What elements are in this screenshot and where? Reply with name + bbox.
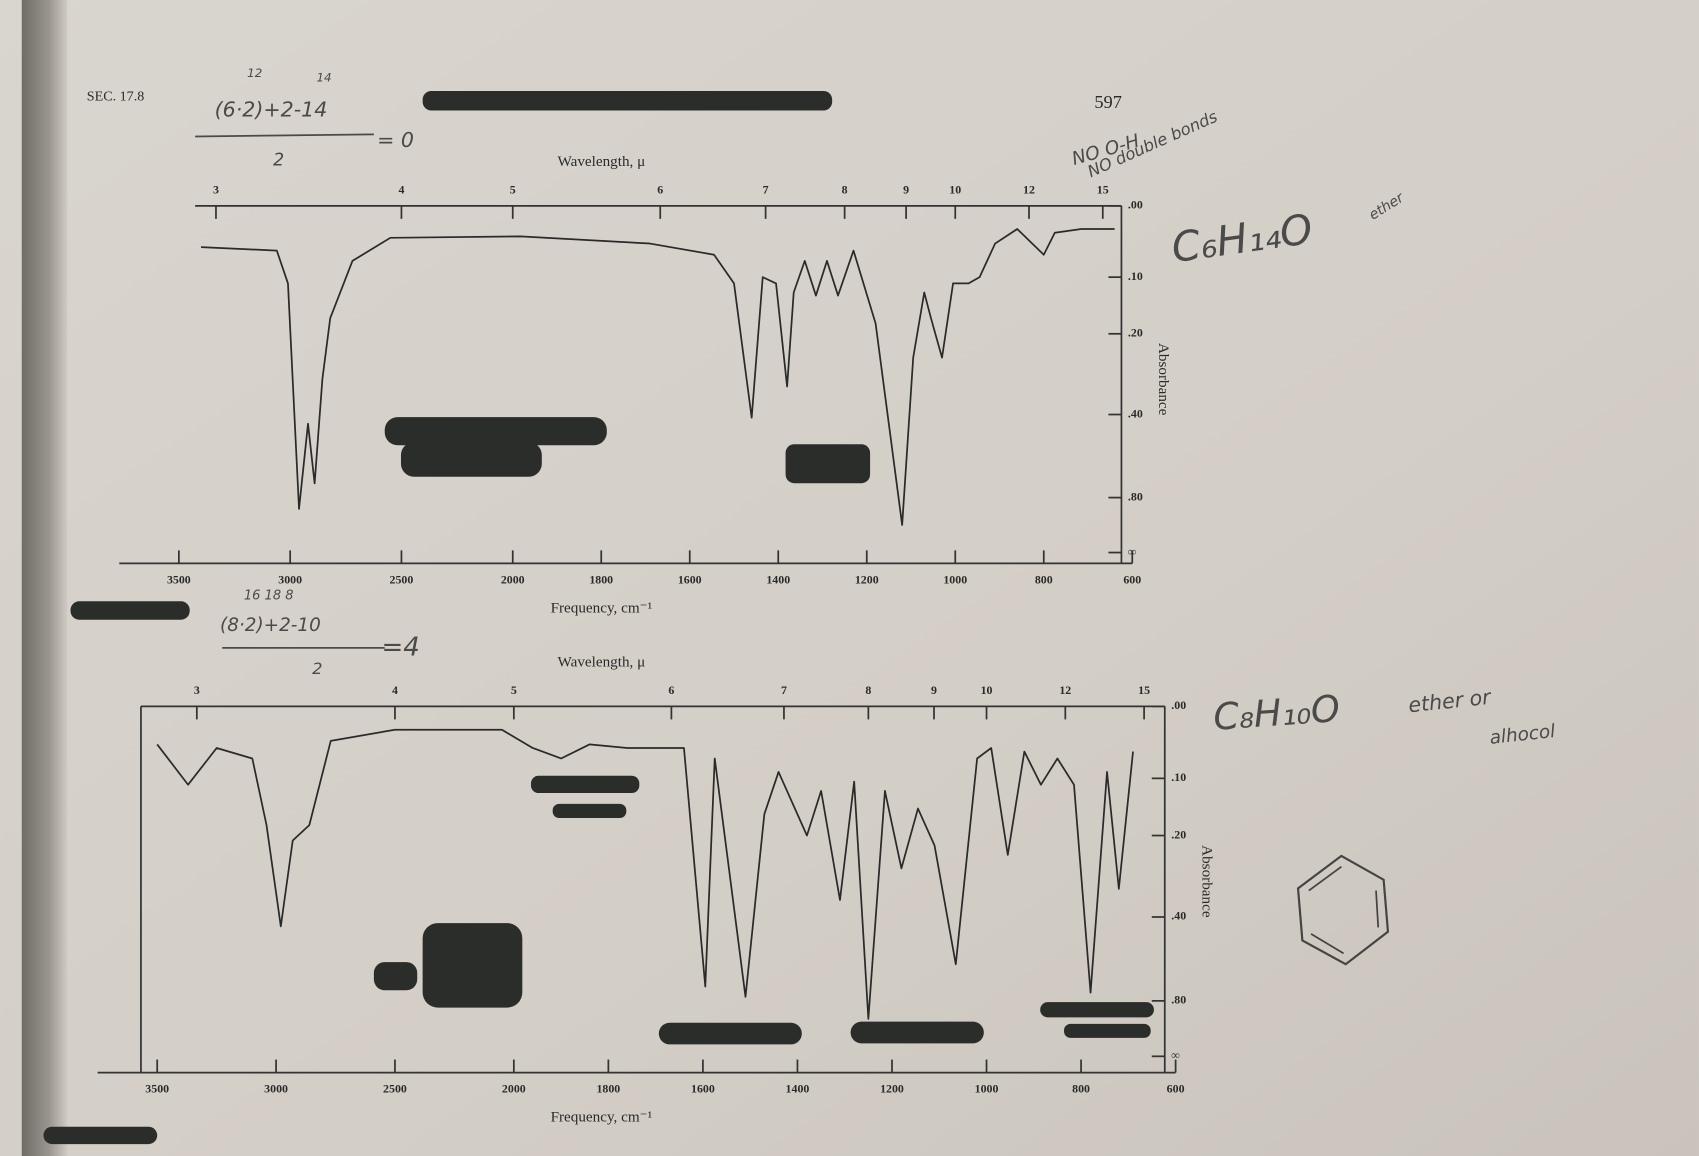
note: 2 xyxy=(312,659,322,678)
x2-tick-label: 9 xyxy=(903,182,909,196)
redactions xyxy=(43,91,1154,1145)
x-tick-label: 1400 xyxy=(766,572,790,586)
spectrum-trace xyxy=(156,728,1134,1020)
x2-tick-label: 10 xyxy=(981,683,993,697)
x2-tick-label: 15 xyxy=(1138,683,1150,697)
x2-tick-label: 6 xyxy=(668,683,674,697)
note: 2 xyxy=(273,150,284,170)
y-axis-label: Absorbance xyxy=(1155,343,1172,416)
benzene-bond xyxy=(1308,866,1342,892)
x-tick-label: 1000 xyxy=(943,572,967,586)
x-tick-label: 2500 xyxy=(383,1082,407,1096)
x-tick-label: 1400 xyxy=(786,1082,810,1096)
x-tick-label: 3500 xyxy=(167,572,191,586)
y-tick-label: .40 xyxy=(1128,406,1143,420)
x-tick-label: 1200 xyxy=(880,1082,904,1096)
notes: 12 14 (6·2)+2-14 2 = 0 NO O-H NO double … xyxy=(195,66,1557,966)
note: (8·2)+2-10 xyxy=(220,615,321,636)
x-axis-label: Frequency, cm⁻¹ xyxy=(551,1109,653,1126)
x-tick-label: 3500 xyxy=(145,1082,169,1096)
benzene-ring xyxy=(1296,854,1390,966)
note: C₈H₁₀O xyxy=(1212,687,1341,739)
x2-tick-label: 4 xyxy=(392,683,398,697)
x2-tick-label: 4 xyxy=(398,182,404,196)
x-tick-label: 600 xyxy=(1167,1082,1185,1096)
x2-tick-label: 5 xyxy=(511,683,517,697)
y-tick-label: .80 xyxy=(1128,489,1143,503)
x-tick-label: 1600 xyxy=(678,572,702,586)
y-axis-label: Absorbance xyxy=(1198,845,1215,918)
x-tick-label: 1800 xyxy=(596,1082,620,1096)
y-tick-label: .10 xyxy=(1171,770,1186,784)
x-tick-label: 800 xyxy=(1072,1082,1090,1096)
x2-axis-label: Wavelength, μ xyxy=(558,654,646,671)
note: (6·2)+2-14 xyxy=(215,98,328,122)
benzene-bond xyxy=(1310,933,1344,955)
note: 12 xyxy=(247,66,262,80)
section-label: SEC. 17.8 xyxy=(87,89,144,105)
benzene-bond xyxy=(1375,890,1380,928)
x2-axis-label: Wavelength, μ xyxy=(558,153,646,170)
x-tick-label: 1600 xyxy=(691,1082,715,1096)
x-tick-label: 3000 xyxy=(264,1082,288,1096)
note: = 0 xyxy=(377,128,414,152)
x2-tick-label: 8 xyxy=(865,683,871,697)
y-tick-label: .80 xyxy=(1171,993,1186,1007)
x2-tick-label: 3 xyxy=(213,182,219,196)
x2-tick-label: 7 xyxy=(781,683,787,697)
note: =4 xyxy=(381,632,419,662)
y-tick-label: ∞ xyxy=(1171,1048,1180,1062)
x-tick-label: 1800 xyxy=(589,572,613,586)
x-tick-label: 3000 xyxy=(278,572,302,586)
x2-tick-label: 5 xyxy=(510,182,516,196)
y-tick-label: .20 xyxy=(1128,326,1143,340)
y-tick-label: .40 xyxy=(1171,909,1186,923)
x-tick-label: 2500 xyxy=(390,572,414,586)
x2-tick-label: 6 xyxy=(657,182,663,196)
x2-tick-label: 9 xyxy=(931,683,937,697)
note: 16 18 8 xyxy=(244,588,294,603)
x2-tick-label: 8 xyxy=(842,182,848,196)
x2-tick-label: 10 xyxy=(949,182,961,196)
fraction-bar xyxy=(195,133,374,138)
x-tick-label: 600 xyxy=(1123,572,1141,586)
x-tick-label: 800 xyxy=(1035,572,1053,586)
x-axis-label: Frequency, cm⁻¹ xyxy=(551,599,653,616)
x2-tick-label: 3 xyxy=(194,683,200,697)
spectrum-trace xyxy=(201,228,1115,526)
y-tick-label: ∞ xyxy=(1128,544,1137,558)
x-tick-label: 1000 xyxy=(975,1082,999,1096)
y-tick-label: .20 xyxy=(1171,827,1186,841)
y-tick-label: .10 xyxy=(1128,269,1143,283)
x2-tick-label: 7 xyxy=(763,182,769,196)
binding-edge xyxy=(21,0,68,1156)
x2-tick-label: 12 xyxy=(1023,182,1035,196)
page-number: 597 xyxy=(1094,92,1122,112)
note: 14 xyxy=(316,71,331,85)
y-tick-label: .00 xyxy=(1128,198,1143,212)
x-tick-label: 2000 xyxy=(502,1082,526,1096)
x2-tick-label: 12 xyxy=(1059,683,1071,697)
x-tick-label: 2000 xyxy=(501,572,525,586)
x-tick-label: 1200 xyxy=(855,572,879,586)
y-tick-label: .00 xyxy=(1171,698,1186,712)
x2-tick-label: 15 xyxy=(1097,182,1109,196)
